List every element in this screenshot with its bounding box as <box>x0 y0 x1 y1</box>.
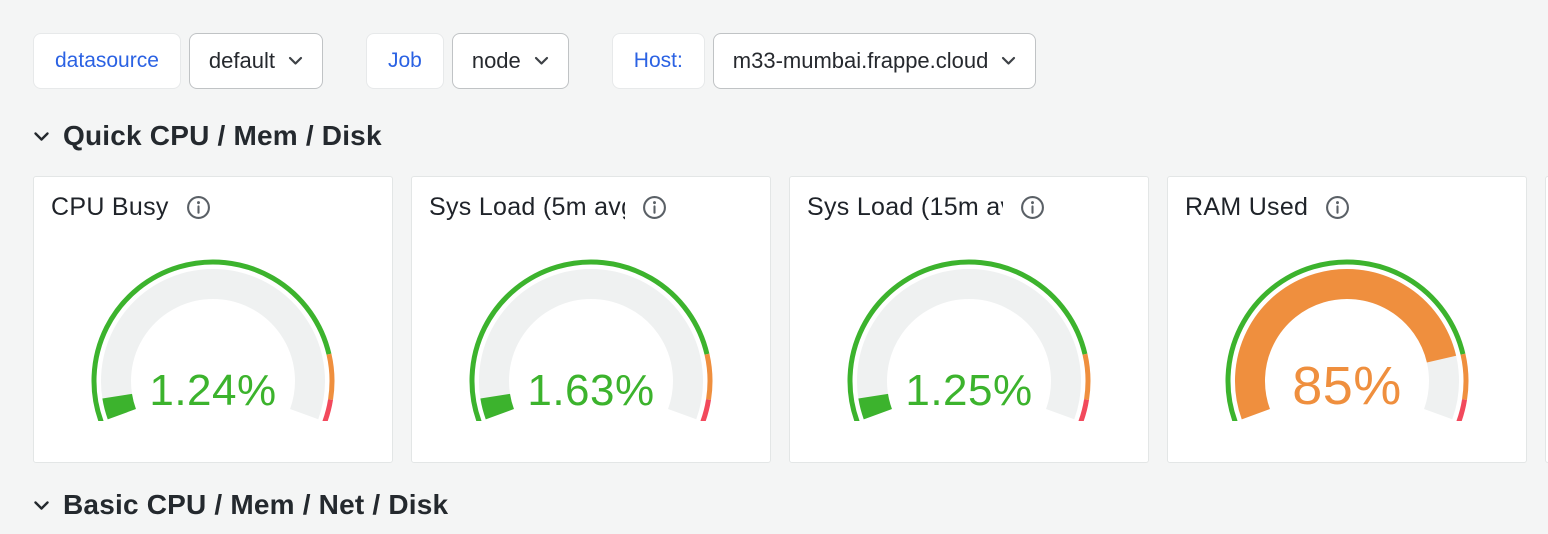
gauge-value: 1.24% <box>149 366 277 415</box>
filter-group-datasource: datasource default <box>33 33 323 89</box>
filter-group-host: Host: m33-mumbai.frappe.cloud <box>611 33 1037 89</box>
datasource-select[interactable]: default <box>188 33 323 89</box>
datasource-select-value: default <box>208 48 275 73</box>
filter-group-job: Job node <box>365 33 569 89</box>
chevron-down-icon <box>33 129 50 147</box>
section-title: Basic CPU / Mem / Net / Disk <box>63 489 449 520</box>
section-header-basic[interactable]: Basic CPU / Mem / Net / Disk <box>33 489 1548 521</box>
filter-bar: datasource default Job node Host: m33-mu… <box>33 33 1548 89</box>
panel-cpu-busy: CPU Busy 1.24% <box>33 176 393 463</box>
info-icon[interactable] <box>1020 195 1045 220</box>
job-select-value: node <box>471 48 521 73</box>
gauge: 85% <box>1217 241 1477 421</box>
host-select-value: m33-mumbai.frappe.cloud <box>732 48 989 73</box>
host-label: Host: <box>611 33 705 89</box>
panel-ram-used: RAM Used 85% <box>1167 176 1527 463</box>
dashboard-content: datasource default Job node Host: m33-mu… <box>33 33 1548 521</box>
gauge-value: 1.63% <box>527 366 655 415</box>
job-select[interactable]: node <box>451 33 569 89</box>
info-icon[interactable] <box>1325 195 1350 220</box>
panel-title[interactable]: Sys Load (15m avg) <box>807 192 1003 221</box>
job-label: Job <box>365 33 444 89</box>
info-icon[interactable] <box>642 195 667 220</box>
chevron-down-icon <box>288 56 303 66</box>
gauge: 1.25% <box>839 241 1099 421</box>
gauge-arcs <box>847 259 1091 421</box>
datasource-label: datasource <box>33 33 181 89</box>
info-icon[interactable] <box>186 195 211 220</box>
chevron-down-icon <box>534 56 549 66</box>
gauge-value: 85% <box>1292 356 1402 416</box>
gauge: 1.24% <box>83 241 343 421</box>
panel-sys-load-5m: Sys Load (5m avg) 1.63% <box>411 176 771 463</box>
panel-title[interactable]: RAM Used <box>1185 192 1309 221</box>
panel-clipped-edge <box>1545 176 1548 463</box>
panel-header: CPU Busy <box>51 189 375 225</box>
section-title: Quick CPU / Mem / Disk <box>63 120 382 151</box>
gauge-arcs <box>1225 259 1469 421</box>
section-header-quick[interactable]: Quick CPU / Mem / Disk <box>33 120 1548 152</box>
gauge-value: 1.25% <box>905 366 1033 415</box>
host-select[interactable]: m33-mumbai.frappe.cloud <box>712 33 1037 89</box>
panel-header: RAM Used <box>1185 189 1509 225</box>
gauge-arcs <box>469 259 713 421</box>
gauge-panels-row: CPU Busy 1.24% Sys Load (5m avg) 1.63% <box>33 176 1548 463</box>
panel-title[interactable]: Sys Load (5m avg) <box>429 192 625 221</box>
panel-sys-load-15m: Sys Load (15m avg) 1.25% <box>789 176 1149 463</box>
panel-title[interactable]: CPU Busy <box>51 192 169 221</box>
gauge-arcs <box>91 259 335 421</box>
panel-header: Sys Load (5m avg) <box>429 189 753 225</box>
chevron-down-icon <box>33 498 50 516</box>
panel-header: Sys Load (15m avg) <box>807 189 1131 225</box>
chevron-down-icon <box>1001 56 1016 66</box>
gauge: 1.63% <box>461 241 721 421</box>
